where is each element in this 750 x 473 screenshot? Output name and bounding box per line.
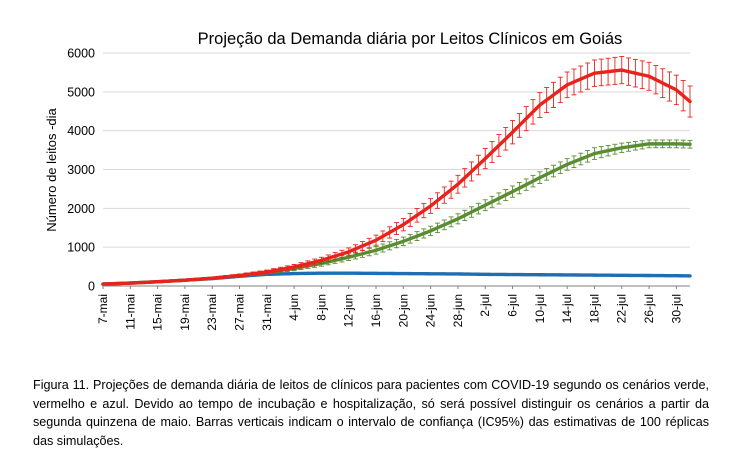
- data-point-vermelho: [483, 157, 487, 160]
- data-point-azul: [538, 273, 542, 277]
- x-tick-label: 31-mai: [260, 294, 274, 331]
- series-line-verde: [101, 142, 692, 286]
- y-tick-label: 3000: [67, 163, 95, 177]
- x-tick-label: 2-jul: [478, 294, 492, 317]
- chart-title: Projeção da Demanda diária por Leitos Cl…: [198, 30, 623, 48]
- data-point-azul: [292, 272, 296, 275]
- x-tick-label: 11-mai: [123, 294, 137, 330]
- data-point-verde: [647, 142, 651, 146]
- data-point-azul: [647, 274, 651, 277]
- x-tick-label: 18-jul: [587, 294, 601, 323]
- data-point-verde: [593, 152, 596, 155]
- data-point-azul: [565, 273, 569, 277]
- data-point-vermelho: [593, 71, 596, 75]
- data-point-vermelho: [183, 278, 187, 282]
- y-tick-label: 0: [88, 280, 95, 294]
- data-point-verde: [688, 142, 692, 146]
- data-point-vermelho: [101, 282, 105, 286]
- data-point-azul: [402, 272, 405, 275]
- data-point-azul: [688, 274, 692, 278]
- data-point-azul: [320, 271, 323, 275]
- data-point-vermelho: [265, 270, 269, 274]
- data-point-verde: [565, 163, 569, 166]
- data-point-vermelho: [402, 223, 405, 226]
- x-tick-label: 15-mai: [151, 294, 165, 331]
- y-tick-label: 1000: [67, 241, 95, 255]
- x-tick-label: 14-jul: [560, 294, 574, 323]
- data-point-vermelho: [647, 75, 651, 78]
- data-point-vermelho: [620, 68, 624, 72]
- data-point-vermelho: [320, 259, 323, 262]
- figure-caption: Figura 11. Projeções de demanda diária d…: [33, 378, 709, 448]
- data-point-vermelho: [374, 238, 378, 242]
- data-point-azul: [456, 272, 460, 276]
- data-point-azul: [483, 273, 487, 276]
- data-point-vermelho: [292, 265, 296, 269]
- x-tick-label: 26-jul: [642, 294, 656, 323]
- data-point-vermelho: [688, 100, 692, 103]
- x-tick-label: 24-jun: [424, 294, 438, 327]
- data-point-verde: [429, 229, 432, 233]
- series-group: [101, 56, 693, 286]
- data-point-verde: [538, 176, 542, 179]
- x-tick-labels: 7-mai 11-mai 15-mai 19-mai 23-mai 27-mai 31-ma…: [96, 286, 683, 331]
- data-point-vermelho: [129, 281, 132, 285]
- data-point-verde: [511, 190, 514, 193]
- data-point-azul: [620, 274, 624, 277]
- x-tick-label: 23-mai: [205, 294, 219, 331]
- x-tick-label: 10-jul: [533, 294, 547, 323]
- x-tick-label: 4-jun: [287, 294, 301, 321]
- y-axis-label: Número de leitos -dia: [44, 107, 59, 231]
- data-point-verde: [402, 240, 405, 243]
- x-tick-label: 16-jun: [369, 294, 383, 327]
- x-tick-label: 22-jul: [615, 294, 629, 323]
- series-line-vermelho: [101, 68, 692, 286]
- data-point-verde: [483, 203, 487, 207]
- grid-lines: [103, 52, 690, 248]
- y-tick-label: 5000: [67, 85, 95, 99]
- x-tick-label: 7-mai: [96, 294, 110, 324]
- data-point-azul: [347, 271, 351, 275]
- x-tick-label: 30-jul: [669, 294, 683, 323]
- data-point-verde: [675, 142, 678, 146]
- x-tick-label: 20-jun: [396, 294, 410, 327]
- y-tick-label: 2000: [67, 202, 95, 216]
- data-point-vermelho: [210, 276, 214, 280]
- data-point-azul: [675, 274, 678, 278]
- x-tick-label: 19-mai: [178, 294, 192, 331]
- data-point-vermelho: [347, 250, 351, 254]
- y-tick-label: 6000: [67, 47, 95, 61]
- data-point-verde: [347, 255, 351, 259]
- x-tick-label: 28-jun: [451, 294, 465, 327]
- series-vermelho: [101, 56, 693, 286]
- data-point-vermelho: [675, 88, 678, 92]
- data-point-vermelho: [511, 130, 514, 134]
- data-point-azul: [429, 272, 432, 276]
- data-point-azul: [593, 273, 596, 277]
- chart: Projeção da Demanda diária por Leitos Cl…: [44, 30, 693, 331]
- data-point-verde: [620, 146, 624, 150]
- data-point-azul: [511, 273, 514, 276]
- data-point-vermelho: [538, 103, 542, 107]
- y-tick-label: 4000: [67, 124, 95, 138]
- x-tick-label: 27-mai: [233, 294, 247, 331]
- data-point-verde: [374, 248, 378, 252]
- data-point-azul: [374, 272, 378, 275]
- x-tick-label: 6-jul: [506, 294, 520, 317]
- y-tick-labels: 0 1000 2000 3000 4000 5000 6000: [67, 47, 95, 294]
- data-point-vermelho: [565, 83, 569, 87]
- data-point-vermelho: [238, 274, 241, 277]
- x-tick-label: 12-jun: [342, 294, 356, 327]
- data-point-vermelho: [429, 204, 432, 208]
- data-point-verde: [456, 217, 460, 221]
- x-tick-label: 8-jun: [314, 294, 328, 321]
- data-point-vermelho: [456, 182, 460, 186]
- series-verde: [101, 139, 693, 286]
- data-point-vermelho: [156, 280, 159, 284]
